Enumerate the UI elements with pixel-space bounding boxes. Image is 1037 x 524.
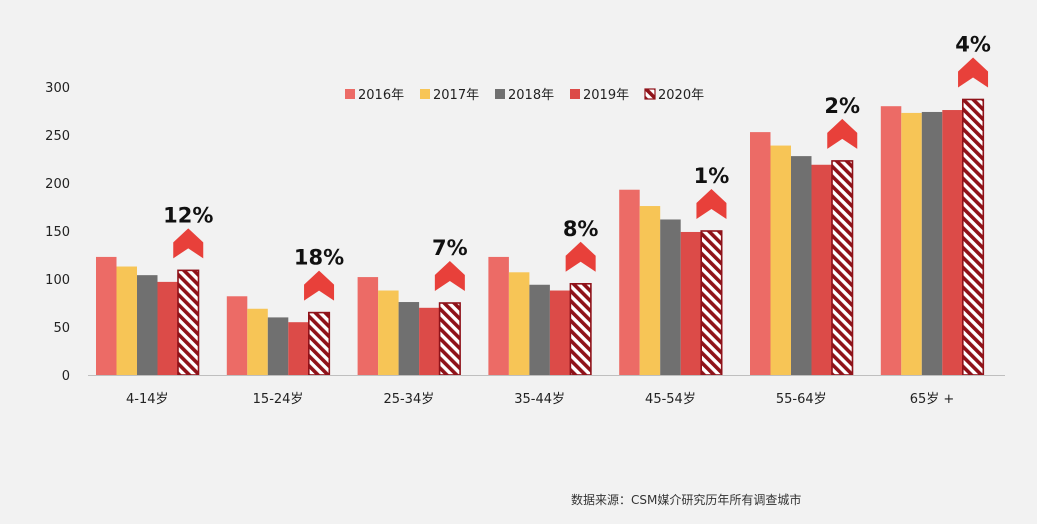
bar-2016年-4-14岁 — [96, 256, 117, 375]
legend-swatch — [495, 89, 505, 99]
up-arrow-icon — [434, 261, 465, 291]
growth-label: 7% — [432, 236, 468, 260]
legend-label: 2016年 — [358, 88, 404, 103]
growth-annotations: 12% 18% 7% 8% 1% 2% 4% — [163, 32, 991, 301]
up-arrow-icon — [304, 270, 335, 301]
legend-label: 2017年 — [433, 88, 479, 103]
bar-2017年-4-14岁 — [116, 266, 137, 375]
up-arrow-icon — [827, 118, 858, 149]
y-tick-label: 100 — [45, 273, 70, 288]
bar-2018年-25-34岁 — [398, 302, 420, 375]
bar-2016年-65岁 + — [880, 106, 902, 375]
legend-swatch — [345, 89, 355, 99]
bar-2018年-4-14岁 — [137, 275, 158, 375]
legend-swatch — [644, 88, 656, 100]
legend-swatch — [570, 89, 580, 99]
x-axis-labels: 4-14岁 15-24岁 25-34岁 35-44岁 45-54岁 55-64岁 65岁 + — [126, 392, 954, 407]
source-note: 数据来源：CSM媒介研究历年所有调查城市 — [571, 493, 802, 507]
bar-2017年-65岁 + — [901, 112, 922, 376]
y-axis: 0 50 100 150 200 250 300 — [45, 81, 70, 384]
x-tick-label: 25-34岁 — [383, 392, 434, 407]
x-tick-label: 35-44岁 — [514, 392, 565, 407]
y-tick-label: 150 — [45, 225, 70, 240]
up-arrow-icon — [696, 189, 727, 219]
y-tick-label: 0 — [62, 369, 70, 384]
growth-label: 12% — [163, 203, 213, 227]
bar-2020年-35-44岁 — [569, 282, 592, 376]
legend-swatch — [420, 89, 430, 99]
bar-2019年-4-14岁 — [157, 281, 178, 375]
x-tick-label: 65岁 + — [910, 392, 955, 407]
growth-label: 2% — [824, 94, 860, 118]
bar-2020年-55-64岁 — [831, 160, 854, 376]
bar-2017年-55-64岁 — [770, 145, 791, 375]
growth-label: 18% — [294, 246, 344, 270]
up-arrow-icon — [565, 241, 596, 272]
growth-label: 8% — [563, 217, 599, 241]
legend-label: 2019年 — [583, 88, 629, 103]
growth-label: 1% — [694, 164, 730, 188]
x-tick-label: 55-64岁 — [776, 392, 827, 407]
up-arrow-icon — [173, 228, 204, 259]
bar-2018年-65岁 + — [921, 111, 943, 376]
bar-2019年-25-34岁 — [419, 307, 440, 375]
y-tick-label: 250 — [45, 129, 70, 144]
y-tick-label: 200 — [45, 177, 70, 192]
growth-label: 4% — [955, 32, 991, 56]
bars — [96, 98, 985, 376]
x-tick-label: 15-24岁 — [253, 392, 304, 407]
bar-2016年-35-44岁 — [488, 256, 509, 375]
bar-2020年-65岁 + — [961, 98, 985, 376]
bar-2019年-65岁 + — [942, 110, 963, 375]
bar-2017年-25-34岁 — [378, 290, 399, 375]
bar-2017年-15-24岁 — [247, 308, 268, 375]
bar-2019年-15-24岁 — [288, 322, 309, 375]
bar-2020年-4-14岁 — [177, 269, 200, 376]
legend-label: 2020年 — [658, 88, 704, 103]
bar-2020年-15-24岁 — [307, 311, 331, 376]
bar-2018年-15-24岁 — [267, 317, 289, 375]
bar-2019年-35-44岁 — [549, 290, 571, 375]
x-tick-label: 4-14岁 — [126, 392, 169, 407]
bar-2018年-45-54岁 — [660, 219, 681, 375]
x-tick-label: 45-54岁 — [645, 392, 696, 407]
up-arrow-icon — [958, 57, 989, 88]
y-tick-label: 50 — [53, 321, 70, 336]
bar-2016年-45-54岁 — [619, 189, 640, 375]
legend: 2016年 2017年 2018年 2019年 2020年 — [345, 88, 704, 103]
bar-2016年-55-64岁 — [750, 132, 771, 375]
bar-2017年-35-44岁 — [508, 272, 530, 375]
bar-2019年-45-54岁 — [680, 231, 702, 375]
bar-2020年-45-54岁 — [700, 230, 723, 376]
bar-2018年-55-64岁 — [791, 156, 812, 375]
bar-2019年-55-64岁 — [811, 164, 832, 375]
bar-2020年-25-34岁 — [438, 302, 461, 376]
bar-2016年-25-34岁 — [357, 277, 379, 375]
y-tick-label: 300 — [45, 81, 70, 96]
bar-2017年-45-54岁 — [639, 206, 661, 375]
bar-2016年-15-24岁 — [226, 296, 248, 375]
bar-2018年-35-44岁 — [529, 284, 550, 375]
legend-label: 2018年 — [508, 88, 554, 103]
